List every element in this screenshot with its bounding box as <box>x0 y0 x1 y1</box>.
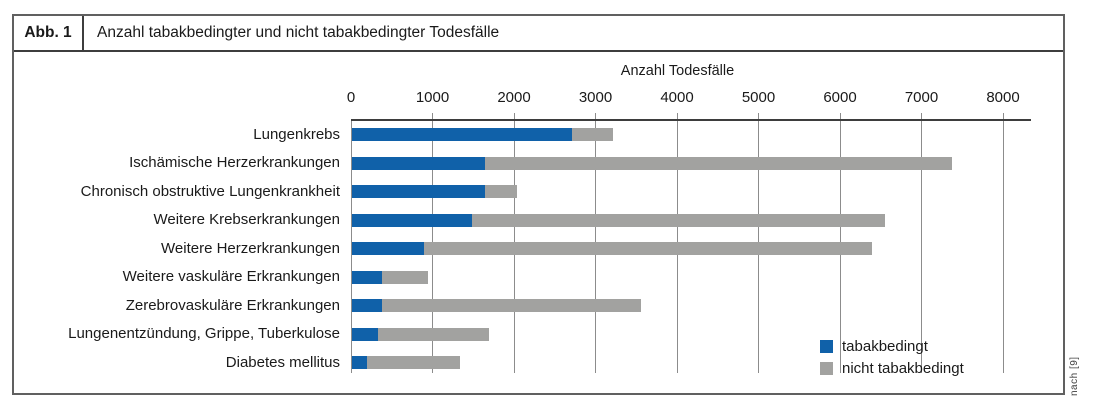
x-tick-label: 3000 <box>578 89 613 106</box>
bar-segment-tabakbedingt <box>352 185 485 198</box>
bar-segment-nicht-tabakbedingt <box>423 242 872 255</box>
x-tick-label: 2000 <box>497 89 531 106</box>
bar-segment-tabakbedingt <box>352 128 573 141</box>
legend-label-nicht-tabakbedingt: nicht tabakbedingt <box>842 360 964 377</box>
x-tick-label: 5000 <box>741 89 776 106</box>
x-tick-label: 4000 <box>660 89 694 106</box>
bar-row <box>352 128 613 141</box>
category-label: Ischämische Herzerkrankungen <box>129 154 340 171</box>
x-axis-title: Anzahl Todesfälle <box>620 63 735 79</box>
bar-segment-nicht-tabakbedingt <box>484 156 952 170</box>
bar-segment-nicht-tabakbedingt <box>367 356 460 369</box>
legend-swatch-nicht-tabakbedingt <box>820 362 833 375</box>
bar-row <box>352 213 885 227</box>
bar-row <box>352 327 489 341</box>
category-label: Weitere Krebserkrankungen <box>153 211 341 228</box>
plot-area: 0 1000 2000 3000 4000 5000 6000 7000 8000 <box>347 89 1041 395</box>
legend-item-tabakbedingt: tabakbedingt <box>820 338 964 355</box>
bar-segment-tabakbedingt <box>352 327 379 341</box>
bar-segment-tabakbedingt <box>352 270 383 284</box>
bar-row <box>352 270 428 284</box>
x-tick-label: 7000 <box>904 89 939 106</box>
legend-item-nicht-tabakbedingt: nicht tabakbedingt <box>820 360 964 377</box>
bar-segment-tabakbedingt <box>352 356 368 369</box>
gridline <box>350 119 352 373</box>
figure-titlebar: Abb. 1 Anzahl tabakbedingter und nicht t… <box>14 16 1063 52</box>
category-label: Lungenkrebs <box>253 125 340 143</box>
bar-row <box>352 185 518 198</box>
x-tick-label: 1000 <box>415 89 450 106</box>
category-label: Lungenentzündung, Grippe, Tuberkulose <box>68 325 340 342</box>
bar-row <box>352 356 460 369</box>
legend-swatch-tabakbedingt <box>820 340 833 353</box>
x-tick-label: 8000 <box>986 89 1020 106</box>
category-label: Diabetes mellitus <box>225 353 340 371</box>
gridline <box>1002 113 1004 373</box>
bar-segment-nicht-tabakbedingt <box>382 299 642 312</box>
bar-row <box>352 242 872 255</box>
bar-segment-tabakbedingt <box>352 213 472 227</box>
gridline <box>921 113 922 373</box>
bar-segment-tabakbedingt <box>352 242 424 255</box>
bar-row <box>352 156 952 170</box>
figure-title: Anzahl tabakbedingter und nicht tabakbed… <box>97 24 500 41</box>
source-note: nach [9] <box>1069 356 1080 396</box>
bar-segment-nicht-tabakbedingt <box>382 270 428 284</box>
bar-row <box>352 299 642 312</box>
bar-segment-tabakbedingt <box>352 299 383 312</box>
bar-segment-nicht-tabakbedingt <box>572 128 613 141</box>
chart-frame: Abb. 1 Anzahl tabakbedingter und nicht t… <box>12 14 1065 395</box>
x-tick-label: 0 <box>346 89 356 106</box>
category-label: Chronisch obstruktive Lungenkrankheit <box>80 182 340 200</box>
x-axis-line <box>351 119 1031 121</box>
legend: tabakbedingt nicht tabakbedingt <box>820 338 964 384</box>
bar-segment-nicht-tabakbedingt <box>378 327 489 341</box>
category-label: Zerebrovaskuläre Erkrankungen <box>125 296 340 314</box>
category-label: Weitere vaskuläre Erkrankungen <box>122 268 340 285</box>
bar-segment-tabakbedingt <box>352 156 485 170</box>
bar-segment-nicht-tabakbedingt <box>484 185 518 198</box>
category-label: Weitere Herzerkrankungen <box>161 239 340 257</box>
bar-segment-nicht-tabakbedingt <box>471 213 885 227</box>
legend-label-tabakbedingt: tabakbedingt <box>842 338 928 355</box>
x-tick-label: 6000 <box>823 89 857 106</box>
figure-label: Abb. 1 <box>14 16 84 50</box>
